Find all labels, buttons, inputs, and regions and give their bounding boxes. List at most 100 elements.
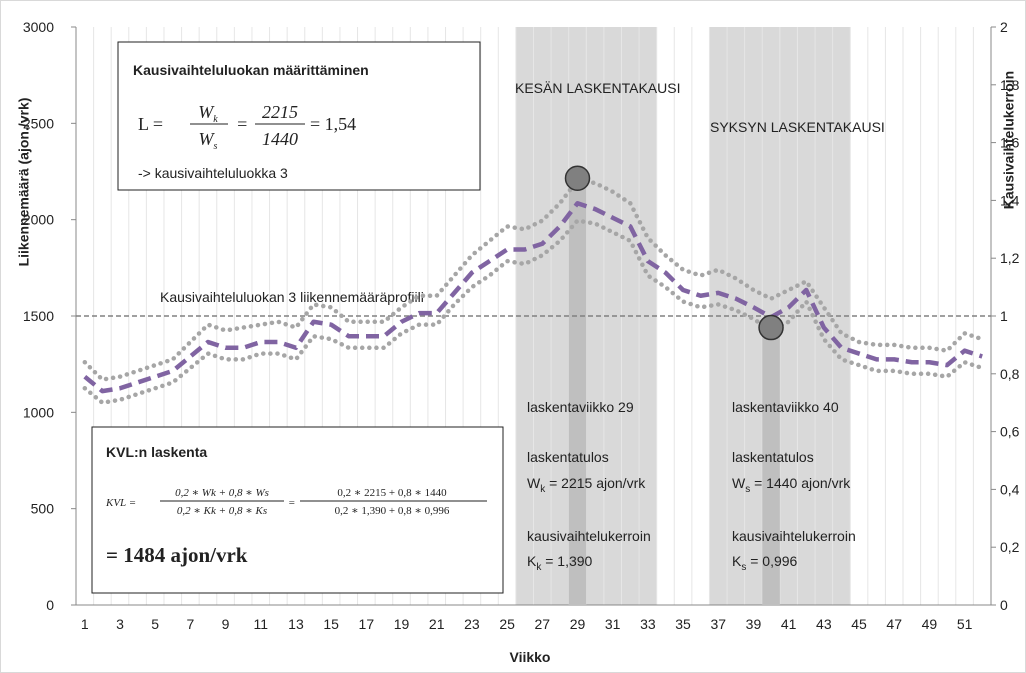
box2-frame <box>91 426 504 594</box>
y-tick-label: 2500 <box>23 115 54 131</box>
box1-title: Kausivaihteluluokan määrittäminen <box>133 62 369 78</box>
note-result-label: laskentatulos <box>732 449 814 465</box>
y2-axis-label: Kausivaihtelukerroin <box>1001 71 1017 210</box>
y-tick-label: 0 <box>46 597 54 613</box>
reference-label: Kausivaihteluluokan 3 liikennemääräprofi… <box>160 289 424 305</box>
value-text: = 1440 ajon/vrk <box>750 475 851 491</box>
box2-lhs: KVL = <box>105 497 136 509</box>
note-k: Ks = 0,996 <box>732 553 798 573</box>
value-text: = 2215 ajon/vrk <box>545 475 646 491</box>
value-text: = 0,996 <box>746 553 797 569</box>
x-tick-label: 41 <box>781 616 797 632</box>
subscript: k <box>540 484 546 495</box>
symbol: W <box>527 475 541 491</box>
x-tick-label: 19 <box>394 616 410 632</box>
y-tick-label: 1500 <box>23 308 54 324</box>
plot-foreground: 0 500 1000 1500 2000 2500 3000 0 0,2 0,4 0,6 0,8 1 1,… <box>23 19 1020 632</box>
x-tick-label: 35 <box>675 616 691 632</box>
y-tick-label: 1000 <box>23 404 54 420</box>
x-tick-label: 49 <box>922 616 938 632</box>
y-tick-label: 3000 <box>23 19 54 35</box>
box1-frame <box>117 41 481 191</box>
y2-tick-label: 0,4 <box>1000 481 1020 497</box>
x-tick-label: 25 <box>499 616 515 632</box>
y2-tick-label: 1 <box>1000 308 1008 324</box>
symbol: W <box>732 475 746 491</box>
y2-tick-label: 1,6 <box>1000 135 1020 151</box>
subscript: k <box>536 562 542 573</box>
sub: s <box>214 141 218 152</box>
season-label: SYKSYN LASKENTAKAUSI <box>710 119 885 135</box>
note-k: Kk = 1,390 <box>527 553 593 573</box>
note-result: Ws = 1440 ajon/vrk <box>732 475 851 495</box>
sym: W <box>198 102 215 122</box>
series-line <box>83 201 983 394</box>
box1-num: Wk <box>198 102 218 125</box>
box1-result: = 1,54 <box>310 114 356 134</box>
count-bar <box>568 178 587 605</box>
box2-num2: 0,2 ∗ 2215 + 0,8 ∗ 1440 <box>337 487 447 499</box>
x-tick-label: 31 <box>605 616 621 632</box>
box1-lhs: L = <box>138 114 163 134</box>
note-week: laskentaviikko 40 <box>732 399 839 415</box>
x-tick-label: 43 <box>816 616 832 632</box>
box1-eq: = <box>236 114 248 134</box>
y2-tick-label: 0,8 <box>1000 366 1020 382</box>
count-marker <box>758 314 784 341</box>
y-tick-label: 500 <box>31 501 55 517</box>
box2-num: 0,2 ∗ Wk + 0,8 ∗ Ws <box>175 487 269 499</box>
box1-conclusion: -> kausivaihteluluokka 3 <box>138 165 288 181</box>
x-tick-label: 13 <box>288 616 304 632</box>
subscript: s <box>741 562 746 573</box>
sym: W <box>199 129 216 149</box>
note-k-label: kausivaihtelukerroin <box>527 528 651 544</box>
x-tick-label: 1 <box>81 616 89 632</box>
y2-tick-label: 1,2 <box>1000 250 1020 266</box>
box1-den: Ws <box>199 129 218 152</box>
y-axis-label: Liikennemäärä (ajon./vrk) <box>16 98 32 267</box>
x-tick-label: 47 <box>886 616 902 632</box>
subscript: s <box>745 484 750 495</box>
season-label: KESÄN LASKENTAKAUSI <box>515 80 680 96</box>
note-week: laskentaviikko 29 <box>527 399 634 415</box>
box2-result: = 1484 ajon/vrk <box>106 543 248 567</box>
x-tick-label: 33 <box>640 616 656 632</box>
note-result-label: laskentatulos <box>527 449 609 465</box>
x-tick-label: 27 <box>535 616 551 632</box>
annotations: Kausivaihteluluokan määrittäminen L = Wk… <box>16 41 1017 665</box>
y2-tick-label: 1,4 <box>1000 192 1020 208</box>
y2-tick-label: 0,6 <box>1000 424 1020 440</box>
box2-den2: 0,2 ∗ 1,390 + 0,8 ∗ 0,996 <box>335 505 450 517</box>
x-tick-label: 45 <box>851 616 867 632</box>
box2-den: 0,2 ∗ Kk + 0,8 ∗ Ks <box>177 505 267 517</box>
x-tick-label: 29 <box>570 616 586 632</box>
x-tick-label: 51 <box>957 616 973 632</box>
x-tick-label: 17 <box>359 616 375 632</box>
note-k-label: kausivaihtelukerroin <box>732 528 856 544</box>
series-line <box>82 177 985 382</box>
box2-eq: = <box>288 497 295 509</box>
box1-num2: 2215 <box>262 102 298 122</box>
x-tick-label: 5 <box>151 616 159 632</box>
count-marker <box>564 165 591 191</box>
x-tick-label: 15 <box>323 616 339 632</box>
series-line <box>82 218 985 405</box>
note-result: Wk = 2215 ajon/vrk <box>527 475 646 495</box>
y2-tick-label: 2 <box>1000 19 1008 35</box>
y2-tick-label: 0 <box>1000 597 1008 613</box>
y-tick-label: 2000 <box>23 212 54 228</box>
y2-tick-label: 1,8 <box>1000 77 1020 93</box>
box2-title: KVL:n laskenta <box>106 444 207 460</box>
sub: k <box>213 114 218 125</box>
x-tick-label: 21 <box>429 616 445 632</box>
y2-tick-label: 0,2 <box>1000 539 1020 555</box>
x-axis-label: Viikko <box>510 649 551 665</box>
x-tick-label: 9 <box>222 616 230 632</box>
x-tick-label: 7 <box>186 616 194 632</box>
value-text: = 1,390 <box>541 553 592 569</box>
x-tick-label: 11 <box>253 616 268 632</box>
x-tick-label: 3 <box>116 616 124 632</box>
box1-den2: 1440 <box>262 129 298 149</box>
symbol: K <box>527 553 537 569</box>
